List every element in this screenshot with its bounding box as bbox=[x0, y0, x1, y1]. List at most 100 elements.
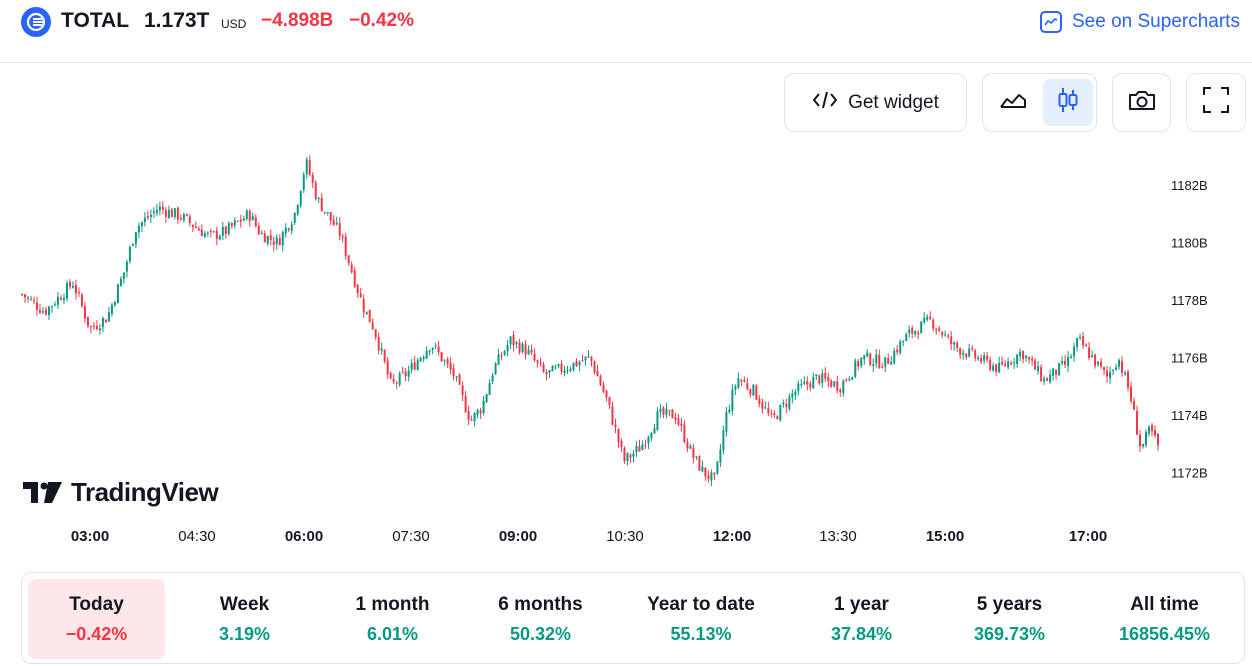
period-week[interactable]: Week 3.19% bbox=[182, 579, 307, 659]
candle-body bbox=[1091, 355, 1094, 357]
candle-body bbox=[335, 222, 338, 225]
candle-body bbox=[689, 445, 692, 449]
candle-body bbox=[155, 210, 158, 213]
candle-body bbox=[500, 355, 503, 357]
candle-body bbox=[767, 408, 770, 414]
candle-body bbox=[578, 362, 581, 366]
currency-label: USD bbox=[221, 17, 247, 31]
x-axis-tick-label: 07:30 bbox=[392, 528, 430, 545]
candle-body bbox=[407, 370, 410, 377]
candle-body bbox=[416, 360, 419, 370]
candle-body bbox=[980, 357, 983, 363]
candle-body bbox=[815, 374, 818, 377]
candle-body bbox=[1037, 366, 1040, 372]
candle-body bbox=[452, 368, 455, 377]
x-axis-tick-label: 06:00 bbox=[285, 528, 323, 545]
candle-body bbox=[1157, 433, 1159, 446]
price-change: −4.898B bbox=[261, 10, 334, 31]
candle-body bbox=[1109, 372, 1112, 379]
period-1-year[interactable]: 1 year 37.84% bbox=[799, 579, 924, 659]
candle-body bbox=[617, 428, 620, 443]
candle-body bbox=[863, 355, 866, 360]
candle-body bbox=[1049, 374, 1052, 382]
line-chart-style-button[interactable] bbox=[988, 79, 1038, 126]
candle-body bbox=[245, 210, 248, 220]
snapshot-button[interactable] bbox=[1112, 73, 1171, 132]
candle-body bbox=[1001, 361, 1004, 365]
candle-body bbox=[77, 292, 80, 294]
candle-body bbox=[368, 309, 371, 323]
candle-body bbox=[50, 306, 53, 308]
candle-body bbox=[44, 309, 47, 315]
candle-body bbox=[194, 227, 197, 229]
candle-body bbox=[746, 383, 749, 389]
get-widget-button[interactable]: Get widget bbox=[784, 73, 967, 132]
candle-body bbox=[1052, 368, 1055, 376]
candle-body bbox=[293, 212, 296, 223]
candle-body bbox=[83, 306, 86, 319]
candle-body bbox=[524, 344, 527, 356]
candle-body bbox=[557, 364, 560, 367]
period-6-months[interactable]: 6 months 50.32% bbox=[478, 579, 603, 659]
candle-body bbox=[845, 379, 848, 381]
candle-body bbox=[89, 325, 92, 328]
candle-body bbox=[437, 346, 440, 353]
price-change-percent: −0.42% bbox=[349, 10, 414, 31]
candle-body bbox=[1139, 434, 1142, 447]
candle-body bbox=[491, 375, 494, 382]
candle-body bbox=[758, 398, 761, 404]
period-label: Week bbox=[219, 593, 270, 615]
period-label: 1 month bbox=[355, 593, 430, 615]
candle-body bbox=[725, 411, 728, 432]
period-value: 55.13% bbox=[670, 623, 732, 644]
candle-body bbox=[1028, 357, 1031, 360]
candle-body bbox=[251, 216, 254, 221]
candle-body bbox=[62, 297, 65, 301]
period-today[interactable]: Today −0.42% bbox=[28, 579, 165, 659]
period-1-month[interactable]: 1 month 6.01% bbox=[330, 579, 455, 659]
candle-body bbox=[860, 357, 863, 366]
period-5-years[interactable]: 5 years 369.73% bbox=[947, 579, 1072, 659]
period-all-time[interactable]: All time 16856.45% bbox=[1092, 579, 1237, 659]
candle-body bbox=[1034, 360, 1037, 370]
see-on-supercharts-link[interactable]: See on Supercharts bbox=[1040, 8, 1240, 36]
candle-body bbox=[752, 384, 755, 396]
candle-body bbox=[935, 329, 938, 331]
candle-body bbox=[533, 353, 536, 361]
candles-chart-style-button[interactable] bbox=[1043, 79, 1093, 126]
fullscreen-button[interactable] bbox=[1186, 73, 1246, 132]
candle-body bbox=[479, 410, 482, 414]
candle-body bbox=[329, 212, 332, 221]
candle-body bbox=[128, 246, 131, 262]
candle-body bbox=[530, 349, 533, 353]
candle-body bbox=[506, 345, 509, 352]
x-axis-tick-label: 09:00 bbox=[499, 528, 537, 545]
candle-body bbox=[869, 353, 872, 366]
candle-body bbox=[26, 297, 29, 299]
candle-body bbox=[587, 355, 590, 357]
candle-body bbox=[629, 454, 632, 458]
candle-body bbox=[188, 216, 191, 224]
candle-body bbox=[932, 320, 935, 329]
candle-body bbox=[1094, 354, 1097, 366]
candle-body bbox=[1142, 444, 1145, 447]
candle-body bbox=[419, 357, 422, 362]
candle-body bbox=[527, 349, 530, 355]
candle-body bbox=[989, 359, 992, 370]
candle-body bbox=[122, 272, 125, 279]
candle-body bbox=[515, 342, 518, 344]
candle-body bbox=[659, 408, 662, 412]
candle-body bbox=[1061, 361, 1064, 364]
candle-body bbox=[488, 382, 491, 396]
period-year-to-date[interactable]: Year to date 55.13% bbox=[626, 579, 776, 659]
candle-body bbox=[275, 237, 278, 245]
candle-body bbox=[443, 360, 446, 362]
price-chart[interactable]: 1182B 1180B 1178B 1176B 1174B 1172B 03:00 04:3… bbox=[0, 140, 1252, 560]
candle-body bbox=[497, 354, 500, 365]
candle-body bbox=[944, 334, 947, 336]
symbol-name[interactable]: TOTAL bbox=[61, 9, 130, 32]
candle-body bbox=[248, 211, 251, 221]
candle-body bbox=[818, 375, 821, 384]
candle-body bbox=[1082, 336, 1085, 346]
candle-body bbox=[857, 360, 860, 367]
